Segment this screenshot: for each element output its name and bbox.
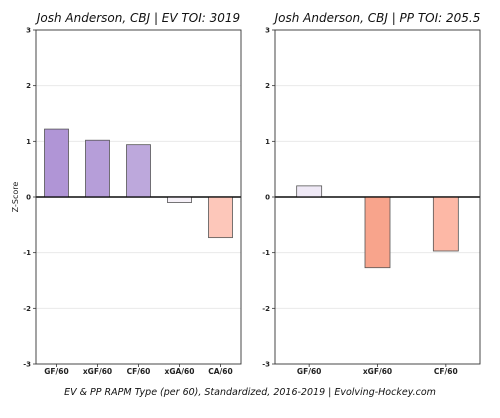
y-tick-label: -2 (23, 305, 31, 313)
y-tick-label: 0 (265, 194, 270, 202)
y-tick-label: -1 (23, 249, 31, 257)
bar-gf-per-60 (296, 185, 323, 198)
chart-footer: EV & PP RAPM Type (per 60), Standardized… (64, 387, 436, 398)
y-tick-label: 1 (265, 138, 270, 146)
y-tick-label: 3 (265, 27, 270, 35)
y-tick-label: -1 (262, 249, 270, 257)
bar-cf-per-60 (126, 144, 151, 198)
y-axis-label: Z-Score (11, 182, 20, 213)
x-tick-label: CA/60 (208, 367, 233, 376)
y-tick-label: 0 (26, 194, 31, 202)
x-tick-label: CF/60 (127, 367, 151, 376)
bar-ca-per-60 (208, 196, 233, 239)
bar-cf-per-60 (432, 196, 459, 252)
y-tick-label: 1 (26, 138, 31, 146)
chart-title: Josh Anderson, CBJ | PP TOI: 205.5 (273, 11, 481, 25)
ev-chart-panel: Josh Anderson, CBJ | EV TOI: 3019 -3 -2 -1 0… (11, 11, 242, 376)
y-tick-label: -2 (262, 305, 270, 313)
plot-frame (274, 29, 481, 365)
x-tick-label: GF/60 (297, 367, 321, 376)
bar-gf-per-60 (44, 128, 69, 198)
bar-xgf-per-60 (85, 139, 110, 198)
chart-title: Josh Anderson, CBJ | EV TOI: 3019 (35, 11, 240, 25)
y-tick-label: -3 (262, 361, 270, 369)
x-tick-label: GF/60 (44, 367, 68, 376)
y-tick-label: 2 (265, 82, 270, 90)
x-tick-label: xGF/60 (363, 367, 392, 376)
x-tick-label: xGF/60 (83, 367, 112, 376)
y-tick-label: 3 (26, 27, 31, 35)
plot-frame (35, 29, 242, 365)
y-tick-label: -3 (23, 361, 31, 369)
y-tick-label: 2 (26, 82, 31, 90)
pp-chart-panel: Josh Anderson, CBJ | PP TOI: 205.5 -3 -2 -1… (262, 11, 481, 376)
bar-xgf-per-60 (364, 196, 391, 269)
bar-xga-per-60 (167, 196, 192, 203)
x-tick-label: CF/60 (434, 367, 458, 376)
x-tick-label: xGA/60 (165, 367, 195, 376)
